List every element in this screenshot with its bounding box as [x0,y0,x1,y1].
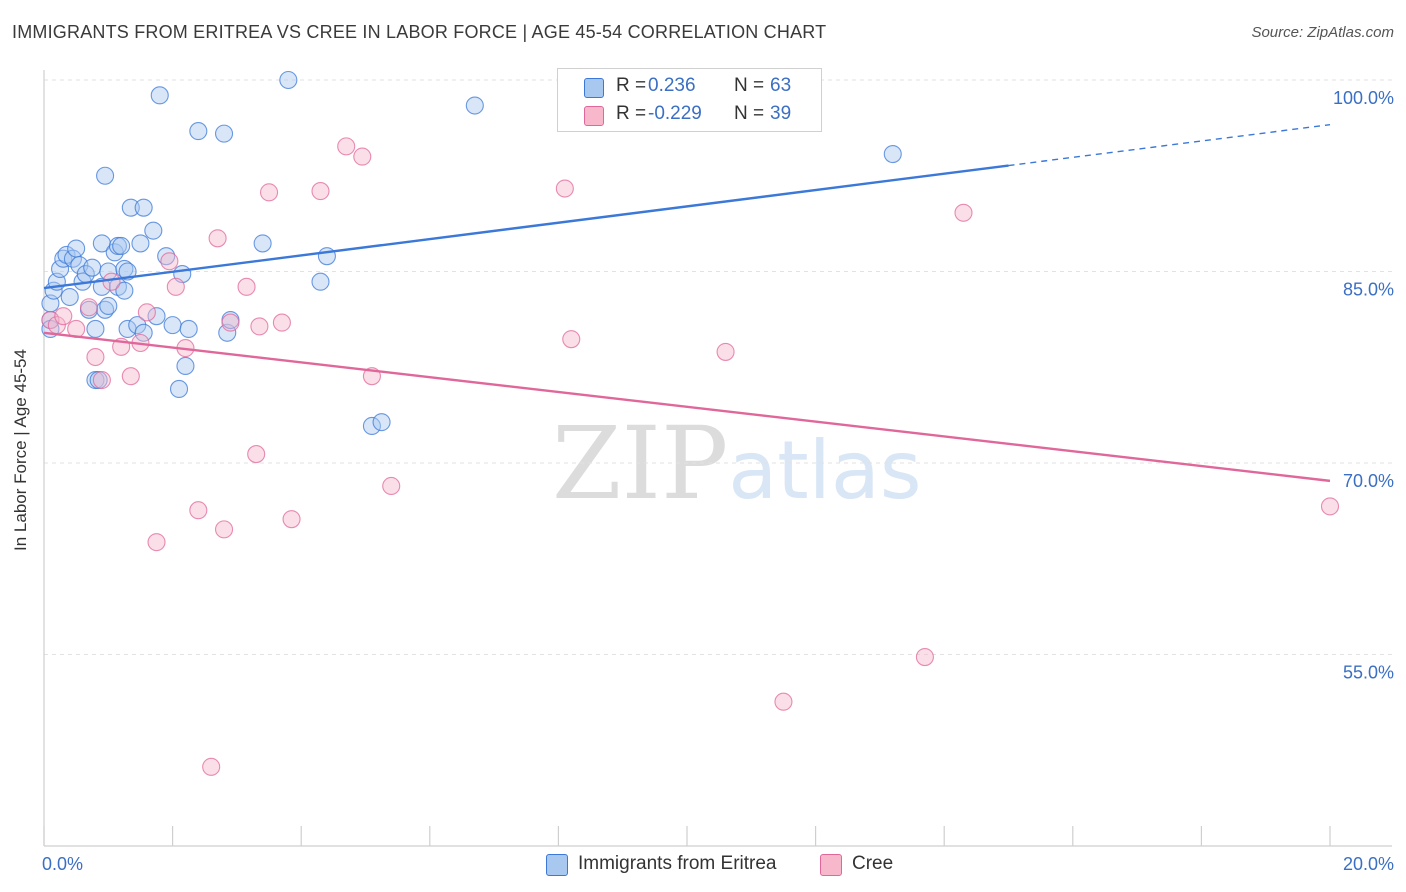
eritrea-point [883,144,902,164]
bottom-legend-label-cree: Cree [852,853,894,874]
bottom-legend-swatch-cree [820,854,842,876]
x-tick-label: 20.0% [1343,854,1394,874]
eritrea-point [147,307,166,326]
cree-point [54,307,73,326]
eritrea-point [67,239,86,258]
eritrea-point [279,70,298,90]
cree-point [208,229,227,248]
cree-point [189,501,208,520]
cree-point [1320,497,1340,516]
eritrea-point [131,234,150,253]
cree-point [282,510,301,529]
eritrea-point [121,198,140,217]
eritrea-point [189,122,208,141]
eritrea-trend-line-extension [1008,123,1331,167]
eritrea-point [150,86,169,105]
cree-point [311,182,330,201]
eritrea-point [128,316,147,335]
eritrea-point [92,277,111,296]
eritrea-point [63,249,82,268]
cree-point [214,520,234,539]
cree-point [121,367,140,386]
cree-point [954,203,973,222]
eritrea-point [176,356,195,376]
eritrea-point [96,166,115,185]
eritrea-point [372,413,391,432]
y-tick-label: 70.0% [1343,471,1394,491]
legend-row-cree: R = -0.229 N = 39 [558,101,821,129]
eritrea-point [253,234,272,253]
cree-point [272,313,291,332]
cree-point [247,445,266,464]
cree-point [353,147,372,166]
legend-n-label: N = [734,75,765,96]
x-tick-label: 0.0% [42,854,83,874]
eritrea-point [362,416,381,436]
legend-swatch-cree [584,106,604,126]
cree-point [86,347,105,367]
legend-r-label: R = [616,75,647,96]
bottom-legend-eritrea: Immigrants from Eritrea [546,852,796,878]
y-tick-label: 100.0% [1333,88,1394,108]
stats-legend: R = 0.236 N = 63 R = -0.229 N = 39 [557,68,822,132]
cree-point [102,272,121,291]
y-axis-label-wrap: In Labor Force | Age 45-54 [6,300,36,600]
cree-point [166,277,185,296]
y-tick-label: 55.0% [1343,663,1394,683]
cree-point [774,692,793,711]
eritrea-point [311,272,330,291]
watermark-atlas: atlas [728,424,922,517]
source-label: Source: ZipAtlas.com [1251,24,1394,41]
bottom-legend-cree: Cree [820,852,920,878]
eritrea-point [169,379,189,399]
cree-point [160,252,179,271]
cree-point [147,533,166,552]
legend-n-value: 39 [770,103,792,124]
legend-n-value: 63 [770,75,792,96]
eritrea-trend-line [43,164,1009,290]
cree-point [382,476,401,496]
legend-row-eritrea: R = 0.236 N = 63 [558,73,821,101]
cree-trend-line [43,331,1331,483]
eritrea-point [465,96,484,115]
cree-point [337,137,356,156]
eritrea-point [163,316,182,335]
cree-point [915,648,934,667]
legend-n-label: N = [734,103,765,124]
eritrea-point [60,287,79,307]
cree-point [221,313,240,332]
legend-r-label: R = [616,103,647,124]
eritrea-point [157,247,176,266]
eritrea-point [83,258,102,277]
eritrea-point [112,236,131,256]
eritrea-point [99,296,118,316]
legend-swatch-eritrea [584,78,604,98]
y-axis-label: In Labor Force | Age 45-54 [11,349,30,551]
eritrea-point [115,281,134,300]
cree-point [79,298,99,317]
cree-point [92,370,111,390]
bottom-legend-label-eritrea: Immigrants from Eritrea [578,853,777,874]
y-tick-label: 85.0% [1343,280,1394,300]
cree-point [202,757,221,776]
cree-point [555,179,574,198]
chart-title: IMMIGRANTS FROM ERITREA VS CREE IN LABOR… [12,22,827,42]
cree-point [716,342,735,361]
cree-point [250,317,269,336]
cree-point [237,277,256,296]
legend-r-value: 0.236 [648,75,696,96]
eritrea-point [134,198,153,217]
bottom-legend-swatch-eritrea [546,854,568,876]
eritrea-point [144,221,163,240]
cree-point [137,303,156,322]
eritrea-point [134,323,153,342]
cree-point [562,330,581,349]
cree-point [259,183,279,202]
legend-r-value: -0.229 [648,103,702,124]
eritrea-point [179,319,198,339]
eritrea-point [214,124,234,143]
eritrea-point [86,319,105,339]
